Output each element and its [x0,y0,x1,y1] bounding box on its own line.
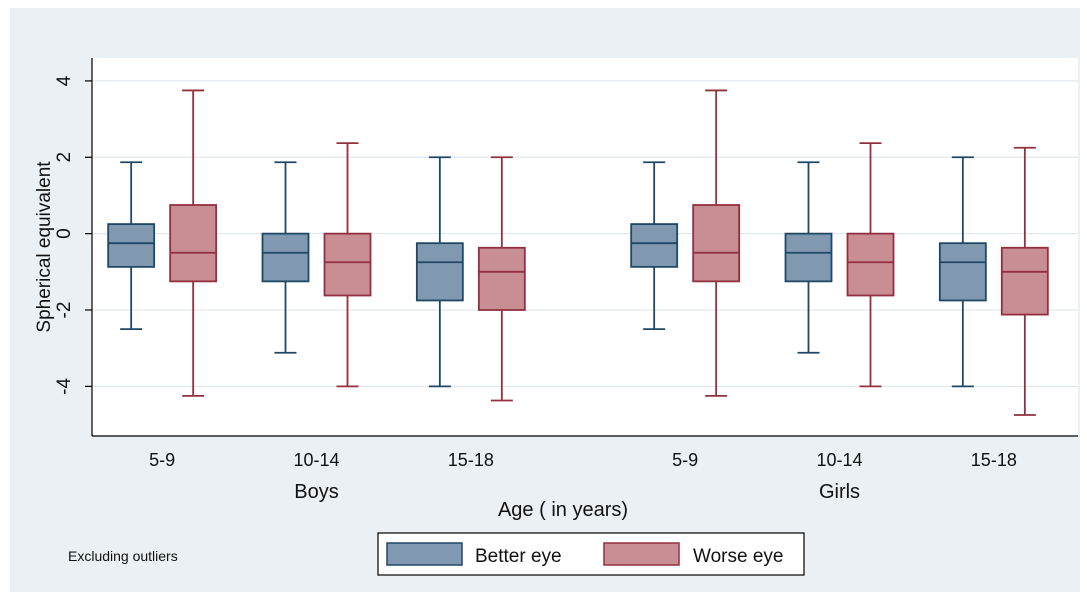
legend-swatch-better-eye [386,542,463,566]
y-ticks: 4 2 0 -2 -4 [54,75,92,395]
plot-area [92,58,1078,436]
iqr-box [261,232,310,283]
box-better-eye [261,161,310,354]
box-worse-eye [169,89,218,397]
iqr-box [415,242,464,302]
boxes [107,89,1049,416]
x-tick-label: 10-14 [816,450,862,470]
y-tick-label: 2 [54,152,75,163]
box-better-eye [630,161,679,330]
box-worse-eye [477,156,526,402]
iqr-box [323,232,372,297]
box-worse-eye [323,142,372,388]
gridlines [92,80,1078,387]
x-tick-label: 5-9 [149,450,175,470]
group-label: Girls [819,481,860,503]
y-tick-label: -4 [54,377,75,394]
iqr-box [477,246,526,311]
x-tick-labels: 5-9 10-14 15-18 5-9 10-14 15-18 Boys Girls [149,450,1017,503]
box-worse-eye [692,89,741,397]
box-better-eye [107,161,156,330]
iqr-box [169,204,218,283]
y-tick-label: 4 [54,75,75,86]
legend-label-worse-eye: Worse eye [693,546,783,567]
x-tick-label: 5-9 [672,450,698,470]
box-better-eye [938,156,987,388]
x-tick-label: 15-18 [448,450,494,470]
iqr-box [1000,246,1049,316]
x-tick-label: 10-14 [293,450,339,470]
iqr-box [107,223,156,268]
iqr-box [846,232,895,297]
y-tick-label: 0 [54,228,75,239]
legend: Better eye Worse eye [377,532,805,576]
box-better-eye [415,156,464,388]
legend-label-better-eye: Better eye [475,546,562,567]
iqr-box [784,232,833,283]
box-worse-eye [1000,146,1049,416]
group-label: Boys [294,481,338,503]
x-tick-label: 15-18 [971,450,1017,470]
box-better-eye [784,161,833,354]
iqr-box [938,242,987,302]
y-axis-label: Spherical equivalent [34,161,55,333]
y-tick-label: -2 [54,302,75,319]
axes [91,58,1078,437]
x-axis-label: Age ( in years) [498,499,628,521]
legend-swatch-worse-eye [603,542,680,566]
iqr-box [630,223,679,268]
footnote: Excluding outliers [68,548,178,564]
box-worse-eye [846,142,895,388]
iqr-box [692,204,741,283]
